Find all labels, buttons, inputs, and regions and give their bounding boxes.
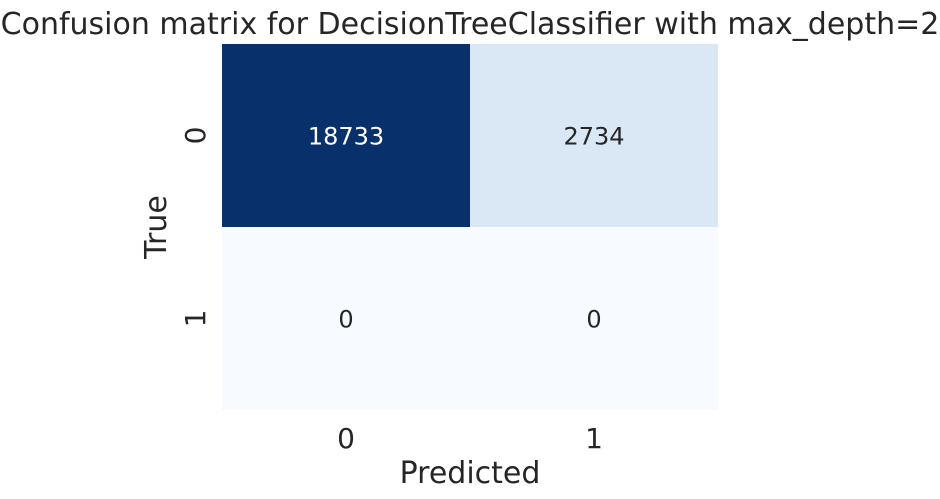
y-tick-label-1: 1 [179, 310, 212, 328]
heatmap-cell-r1-c1 [470, 227, 718, 410]
cell-value-r0-c0: 18733 [308, 123, 384, 151]
x-axis-label: Predicted [400, 456, 541, 491]
cell-labels: 18733 2734 0 0 [308, 123, 625, 334]
y-tick-label-0: 0 [179, 127, 212, 145]
heatmap-cell-r1-c0 [222, 227, 470, 410]
heatmap-cells [222, 44, 718, 410]
cell-value-r1-c1: 0 [586, 306, 601, 334]
chart-title: Confusion matrix for DecisionTreeClassif… [1, 7, 940, 42]
cell-value-r0-c1: 2734 [563, 123, 624, 151]
x-tick-label-1: 1 [585, 422, 603, 455]
cell-value-r1-c0: 0 [338, 306, 353, 334]
y-axis-label: True [139, 195, 174, 260]
heatmap-cell-r0-c1 [470, 44, 718, 227]
x-tick-label-0: 0 [337, 422, 355, 455]
heatmap-cell-r0-c0 [222, 44, 470, 227]
y-axis-ticks: 01 [179, 127, 212, 328]
